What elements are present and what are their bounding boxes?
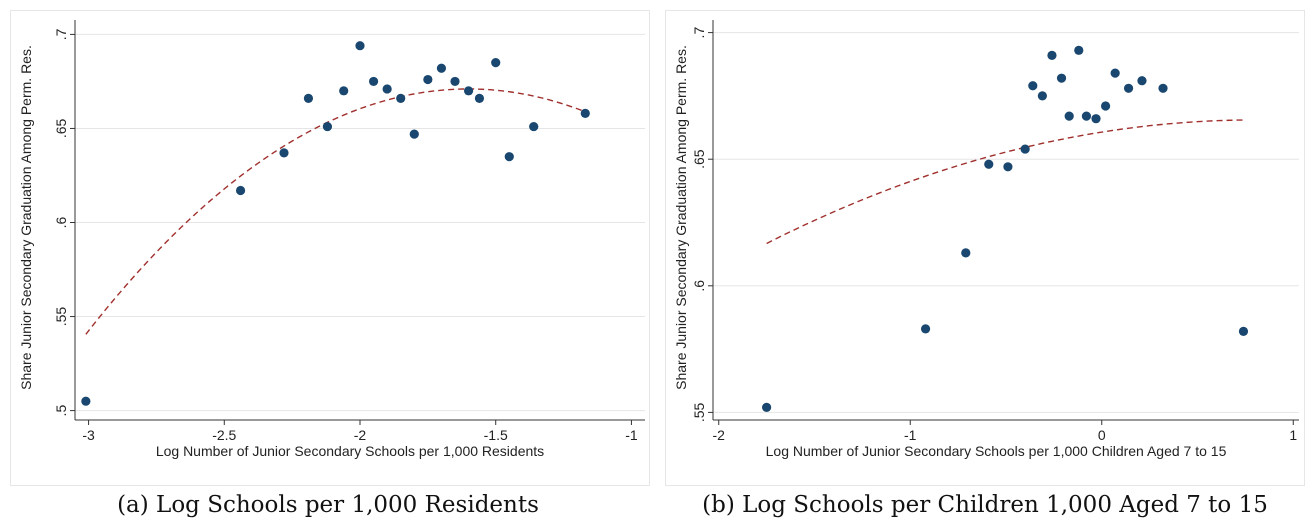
- scatter-point: [1137, 76, 1147, 86]
- scatter-point: [920, 324, 931, 334]
- chart-panel-a: .5 .55 .6 .65 .7 -3 -2.5 -2 -1.5 -1 Log Number of …: [10, 10, 650, 486]
- y-axis-label: Share Junior Secondary Graduation Among …: [18, 45, 34, 390]
- x-tick-label: 1: [1289, 427, 1297, 443]
- scatter-point: [1056, 73, 1067, 83]
- fitted-curve: [766, 119, 1244, 245]
- scatter-point: [81, 396, 91, 406]
- scatter-chart-b: .55 .6 .65 .7 -2 -1 0 1 Log Number of Junior Sec…: [665, 10, 1305, 486]
- scatter-point: [1081, 111, 1092, 121]
- x-tick-label: -2: [713, 427, 726, 443]
- scatter-point: [1020, 144, 1030, 154]
- x-tick-label: -2: [354, 427, 367, 443]
- scatter-point: [396, 93, 406, 103]
- panel-frame: [10, 10, 650, 486]
- scatter-point: [450, 76, 460, 87]
- caption-a: (a) Log Schools per 1,000 Residents: [117, 492, 539, 518]
- y-tick-label: .65: [53, 119, 69, 139]
- scatter-point: [580, 108, 590, 119]
- x-tick-label: -1.5: [484, 427, 508, 443]
- scatter-point: [1158, 83, 1168, 93]
- x-tick-label: -1: [904, 427, 917, 443]
- scatter-point: [1238, 326, 1249, 336]
- chart-panel-b: .55 .6 .65 .7 -2 -1 0 1 Log Number of Junior Sec…: [665, 10, 1305, 486]
- y-tick-label: .7: [53, 28, 69, 40]
- scatter-point: [1110, 68, 1120, 78]
- scatter-point: [762, 402, 772, 412]
- x-axis-label: Log Number of Junior Secondary Schools p…: [156, 443, 544, 459]
- y-tick-label: .6: [691, 280, 707, 292]
- y-tick-label: .55: [53, 307, 69, 327]
- x-tick-label: 0: [1098, 427, 1106, 443]
- scatter-point: [1064, 111, 1074, 121]
- scatter-point: [339, 86, 349, 96]
- scatter-point: [423, 74, 433, 85]
- scatter-point: [409, 129, 419, 139]
- scatter-point: [961, 248, 971, 258]
- scatter-point: [436, 63, 447, 73]
- y-tick-label: .65: [691, 149, 707, 169]
- y-tick-label: .7: [691, 27, 707, 39]
- scatter-point: [1100, 101, 1111, 111]
- scatter-point: [463, 86, 474, 96]
- scatter-point: [355, 41, 365, 51]
- scatter-point: [368, 76, 379, 87]
- scatter-point: [322, 121, 333, 132]
- scatter-point: [491, 58, 501, 68]
- scatter-point: [1003, 162, 1013, 172]
- scatter-point: [279, 148, 289, 158]
- panel-frame: [665, 10, 1305, 486]
- scatter-point: [1037, 91, 1047, 101]
- scatter-point: [1047, 50, 1057, 60]
- x-axis-label: Log Number of Junior Secondary Schools p…: [766, 443, 1227, 459]
- scatter-point: [1091, 114, 1101, 124]
- scatter-point: [984, 159, 994, 169]
- x-tick-label: -2.5: [212, 427, 236, 443]
- scatter-point: [474, 93, 485, 103]
- scatter-point: [1028, 81, 1038, 91]
- scatter-point: [382, 84, 392, 94]
- scatter-point: [303, 93, 314, 103]
- x-tick-label: -1: [625, 427, 638, 443]
- y-tick-label: .55: [691, 402, 707, 422]
- scatter-point: [1074, 45, 1084, 55]
- caption-b: (b) Log Schools per Children 1,000 Aged …: [702, 492, 1268, 518]
- scatter-point: [529, 121, 539, 132]
- y-tick-label: .6: [53, 216, 69, 228]
- scatter-point: [504, 152, 514, 162]
- x-tick-label: -3: [82, 427, 95, 443]
- scatter-chart-a: .5 .55 .6 .65 .7 -3 -2.5 -2 -1.5 -1 Log Number of …: [10, 10, 650, 486]
- y-tick-label: .5: [53, 405, 69, 417]
- scatter-point: [235, 185, 246, 196]
- y-axis-label: Share Junior Secondary Graduation Among …: [673, 45, 689, 390]
- fitted-curve: [85, 88, 586, 335]
- scatter-point: [1123, 83, 1134, 93]
